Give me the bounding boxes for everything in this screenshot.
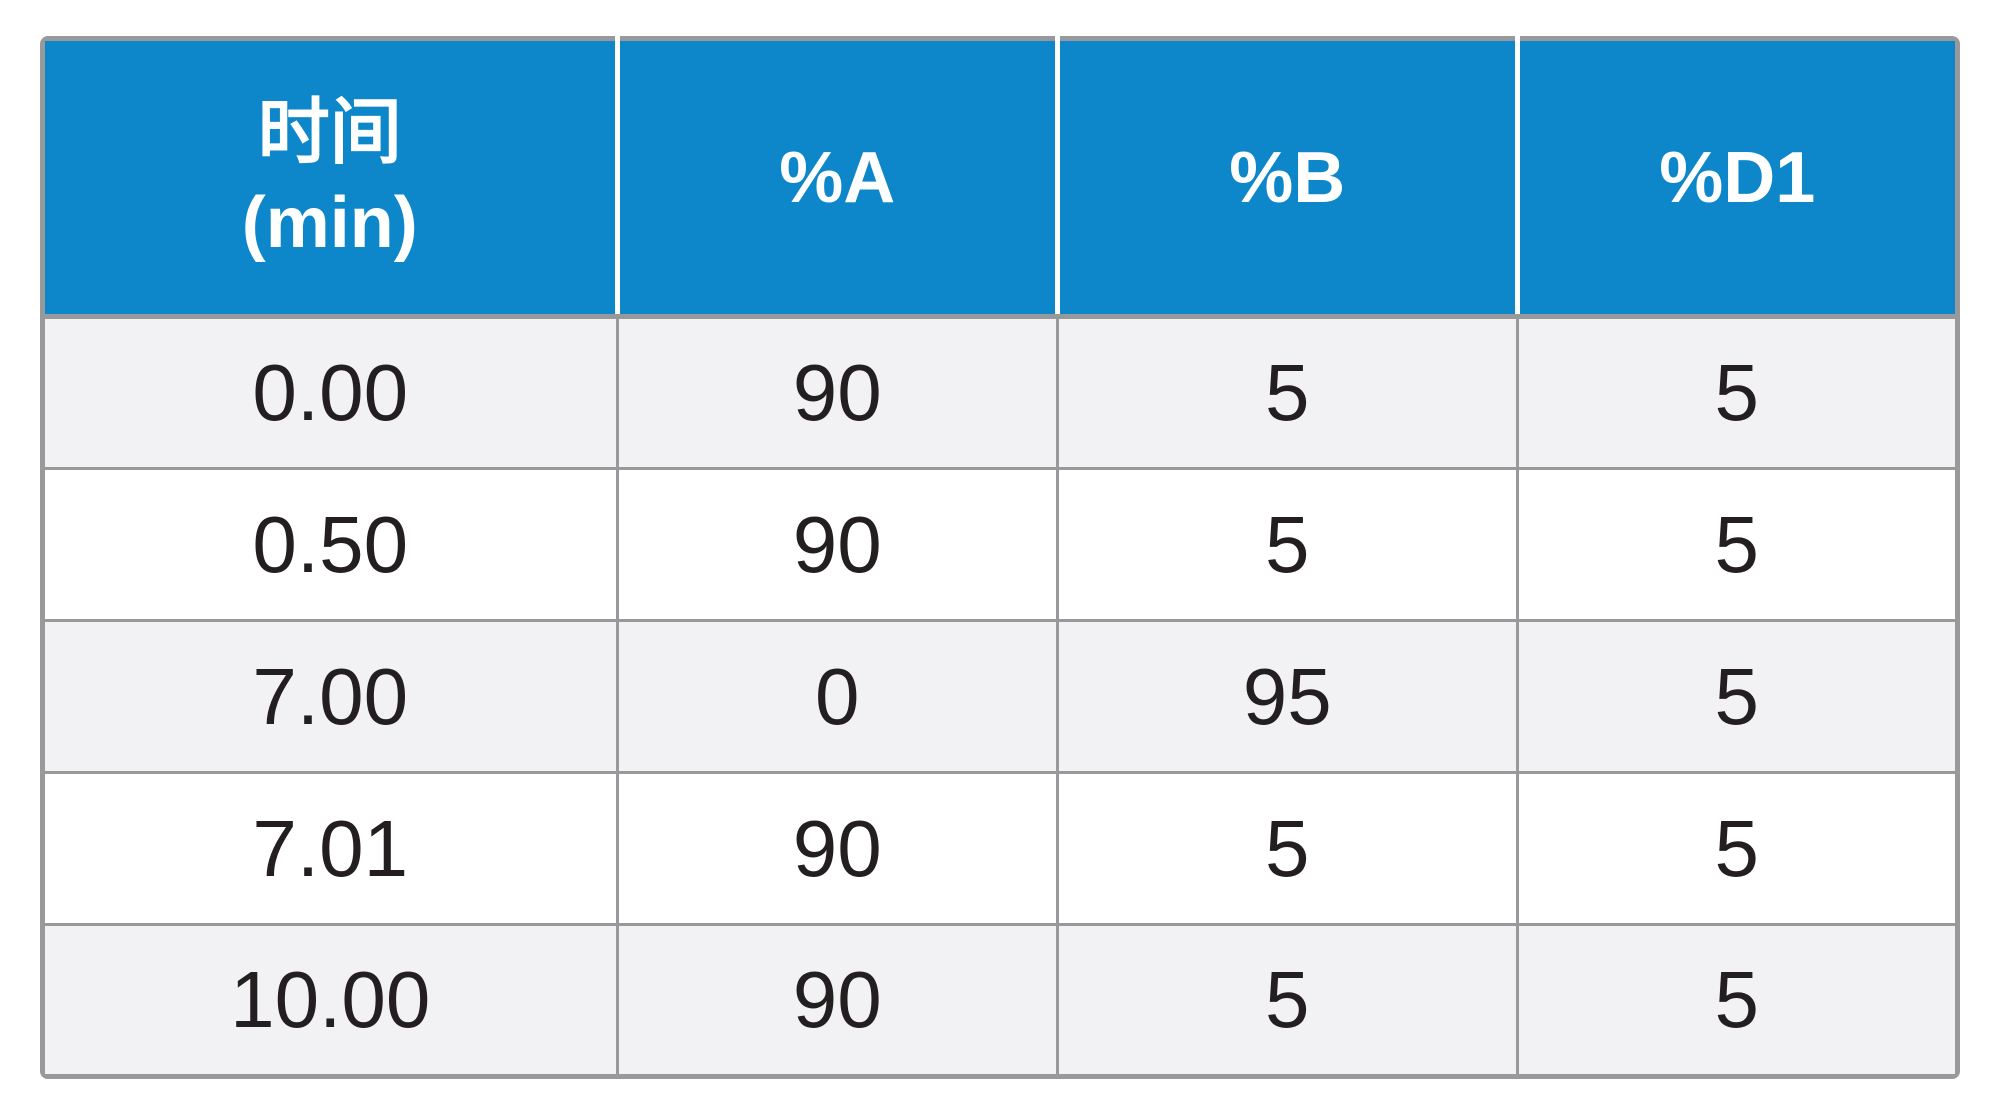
cell-percent-a: 90 — [615, 923, 1059, 1078]
cell-percent-b: 5 — [1055, 315, 1519, 470]
gradient-table-container: 时间 (min) %A %B %D1 0.00 90 5 5 0.50 9 — [40, 36, 1960, 1079]
cell-percent-d1: 5 — [1515, 619, 1960, 774]
cell-percent-a: 90 — [615, 315, 1059, 470]
header-cell-time: 时间 (min) — [40, 38, 617, 319]
cell-percent-a: 90 — [615, 467, 1059, 622]
cell-percent-b: 95 — [1055, 619, 1519, 774]
gradient-table: 时间 (min) %A %B %D1 0.00 90 5 5 0.50 9 — [40, 36, 1960, 1079]
cell-percent-a: 90 — [615, 771, 1059, 926]
table-row: 7.01 90 5 5 — [41, 771, 1960, 926]
cell-time: 7.00 — [41, 619, 619, 774]
cell-percent-d1: 5 — [1515, 467, 1960, 622]
header-cell-percent-b: %B — [1054, 38, 1518, 319]
cell-percent-d1: 5 — [1515, 315, 1960, 470]
table-body: 0.00 90 5 5 0.50 90 5 5 7.00 0 95 5 — [41, 315, 1960, 1078]
header-cell-percent-a: %A — [614, 38, 1058, 319]
table-row: 0.00 90 5 5 — [41, 315, 1960, 470]
cell-percent-a: 0 — [615, 619, 1059, 774]
table-row: 7.00 0 95 5 — [41, 619, 1960, 774]
cell-time: 7.01 — [41, 771, 619, 926]
cell-time: 0.50 — [41, 467, 619, 622]
cell-percent-b: 5 — [1055, 467, 1519, 622]
header-time-unit: (min) — [241, 182, 418, 263]
cell-percent-b: 5 — [1055, 923, 1519, 1078]
table-row: 10.00 90 5 5 — [41, 923, 1960, 1078]
cell-time: 10.00 — [41, 923, 619, 1078]
header-time-label: 时间 — [257, 92, 402, 173]
cell-percent-d1: 5 — [1515, 771, 1960, 926]
header-row: 时间 (min) %A %B %D1 — [40, 38, 1958, 319]
table-row: 0.50 90 5 5 — [41, 467, 1960, 622]
cell-time: 0.00 — [41, 315, 619, 470]
cell-percent-b: 5 — [1055, 771, 1519, 926]
header-cell-percent-d1: %D1 — [1514, 38, 1958, 319]
table-header: 时间 (min) %A %B %D1 — [40, 38, 1958, 319]
cell-percent-d1: 5 — [1515, 923, 1960, 1078]
